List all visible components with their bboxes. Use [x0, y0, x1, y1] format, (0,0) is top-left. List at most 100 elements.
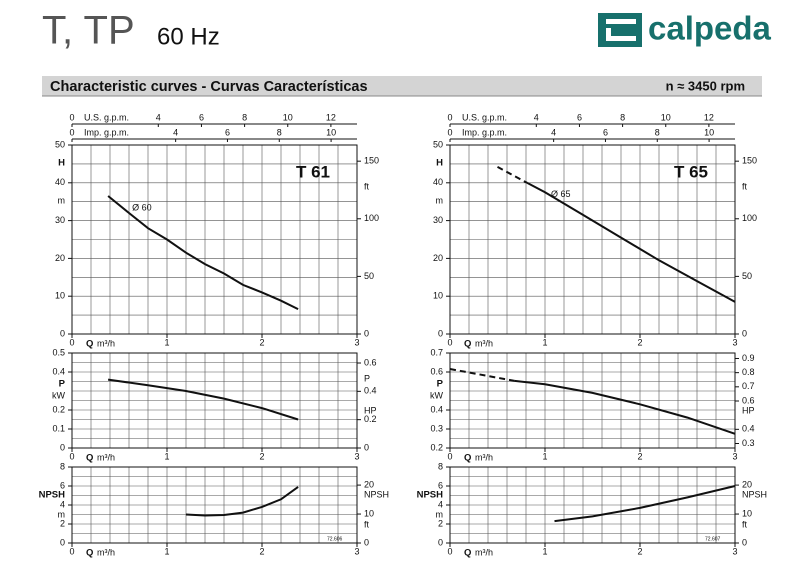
y-tick-label: 40: [55, 177, 65, 187]
x-tick-label: 2: [259, 451, 264, 461]
y-tick-label: 20: [55, 253, 65, 263]
x2-tick-label: 0: [69, 112, 74, 122]
x-tick-label: 2: [259, 546, 264, 556]
y-axis-unit: m: [436, 509, 444, 519]
x-tick-label: 3: [732, 546, 737, 556]
y-tick-label: 40: [433, 177, 443, 187]
y-axis-unit: kW: [52, 390, 66, 400]
banner-title: Characteristic curves - Curvas Caracterí…: [50, 79, 368, 95]
drawing-code: 72.607: [705, 536, 721, 542]
x-tick-label: 1: [542, 451, 547, 461]
x3-tick-label: 10: [326, 127, 336, 137]
y-axis-label: NPSH: [39, 490, 66, 501]
y2-tick-label: 20: [742, 479, 752, 489]
y-axis-label: P: [59, 379, 66, 390]
y-tick-label: 0: [438, 537, 443, 547]
x-tick-label: 0: [447, 546, 452, 556]
y2-tick-label: 20: [364, 479, 374, 489]
x-axis-unit: m³/h: [97, 547, 115, 557]
y2-tick-label: 10: [364, 508, 374, 518]
y-tick-label: 6: [438, 480, 443, 490]
curve: [185, 486, 299, 517]
curve-label: Ø 60: [132, 202, 152, 212]
y-tick-label: 8: [60, 461, 65, 471]
y-tick-label: 0.5: [52, 347, 65, 357]
y2-axis-unit: ft: [364, 181, 370, 191]
y2-tick-label: 0.9: [742, 353, 755, 363]
banner: [42, 76, 762, 96]
x-tick-label: 2: [637, 546, 642, 556]
x-tick-label: 3: [732, 337, 737, 347]
brand-logo: calpeda: [598, 10, 772, 47]
y-axis-label: H: [58, 158, 65, 169]
x-tick-label: 2: [637, 451, 642, 461]
x-tick-label: 3: [354, 337, 359, 347]
y-tick-label: 2: [60, 518, 65, 528]
x3-axis-label: Imp. g.p.m.: [84, 127, 129, 137]
y2-tick-label: 50: [364, 271, 374, 281]
x-axis-label: Q: [464, 339, 471, 350]
y-tick-label: 0.2: [430, 442, 443, 452]
y2-tick-label: 150: [742, 156, 757, 166]
x-tick-label: 1: [164, 546, 169, 556]
chart-title: T 61: [296, 162, 330, 181]
x-tick-label: 2: [637, 337, 642, 347]
x-tick-label: 3: [732, 451, 737, 461]
chart-title: T 65: [674, 162, 708, 181]
x-axis-unit: m³/h: [97, 452, 115, 462]
x-axis-unit: m³/h: [475, 452, 493, 462]
x2-tick-label: 10: [283, 112, 293, 122]
x2-tick-label: 8: [242, 112, 247, 122]
curve: [514, 379, 736, 435]
y2-tick-label: 0.3: [742, 438, 755, 448]
y-axis-unit: m: [58, 509, 66, 519]
frequency: 60 Hz: [157, 23, 220, 50]
x-tick-label: 0: [69, 451, 74, 461]
x3-tick-label: 4: [551, 127, 556, 137]
x2-tick-label: 12: [704, 112, 714, 122]
y2-axis-label: NPSH: [742, 489, 767, 499]
y-tick-label: 0: [60, 328, 65, 338]
x-axis-label: Q: [86, 453, 93, 464]
x-tick-label: 1: [542, 546, 547, 556]
y-tick-label: 4: [60, 499, 65, 509]
curve: [449, 368, 515, 382]
x2-tick-label: 8: [620, 112, 625, 122]
x-axis-label: Q: [86, 548, 93, 559]
x3-tick-label: 10: [704, 127, 714, 137]
y2-tick-label: 0: [742, 328, 747, 338]
x2-tick-label: 6: [199, 112, 204, 122]
x2-axis-label: U.S. g.p.m.: [84, 112, 129, 122]
y-axis-unit: m: [58, 195, 66, 205]
x3-tick-label: 4: [173, 127, 178, 137]
x2-tick-label: 10: [661, 112, 671, 122]
y2-tick-label: 0.4: [742, 424, 755, 434]
x2-tick-label: 4: [156, 112, 161, 122]
x2-tick-label: 4: [534, 112, 539, 122]
y-tick-label: 10: [55, 291, 65, 301]
y2-tick-label: 10: [742, 508, 752, 518]
curve: [107, 195, 299, 310]
y-tick-label: 0.2: [52, 404, 65, 414]
y-tick-label: 50: [55, 139, 65, 149]
y2-tick-label: 150: [364, 156, 379, 166]
x2-tick-label: 12: [326, 112, 336, 122]
plot-frame: [71, 144, 358, 335]
x3-tick-label: 6: [225, 127, 230, 137]
curve-label: Ø 65: [551, 189, 571, 199]
x3-tick-label: 6: [603, 127, 608, 137]
y-tick-label: 20: [433, 253, 443, 263]
x-tick-label: 0: [447, 451, 452, 461]
y2-tick-label: 0.6: [742, 395, 755, 405]
y-tick-label: 10: [433, 291, 443, 301]
x-axis-unit: m³/h: [97, 338, 115, 348]
y-tick-label: 0.7: [430, 347, 443, 357]
y2-tick-label: 0: [742, 537, 747, 547]
x2-tick-label: 6: [577, 112, 582, 122]
y-axis-label: P: [437, 379, 444, 390]
brand: calpeda: [648, 10, 772, 47]
y2-tick-label: 0.7: [742, 381, 755, 391]
y2-tick-label: 100: [742, 213, 757, 223]
x-tick-label: 1: [164, 451, 169, 461]
x-tick-label: 1: [164, 337, 169, 347]
